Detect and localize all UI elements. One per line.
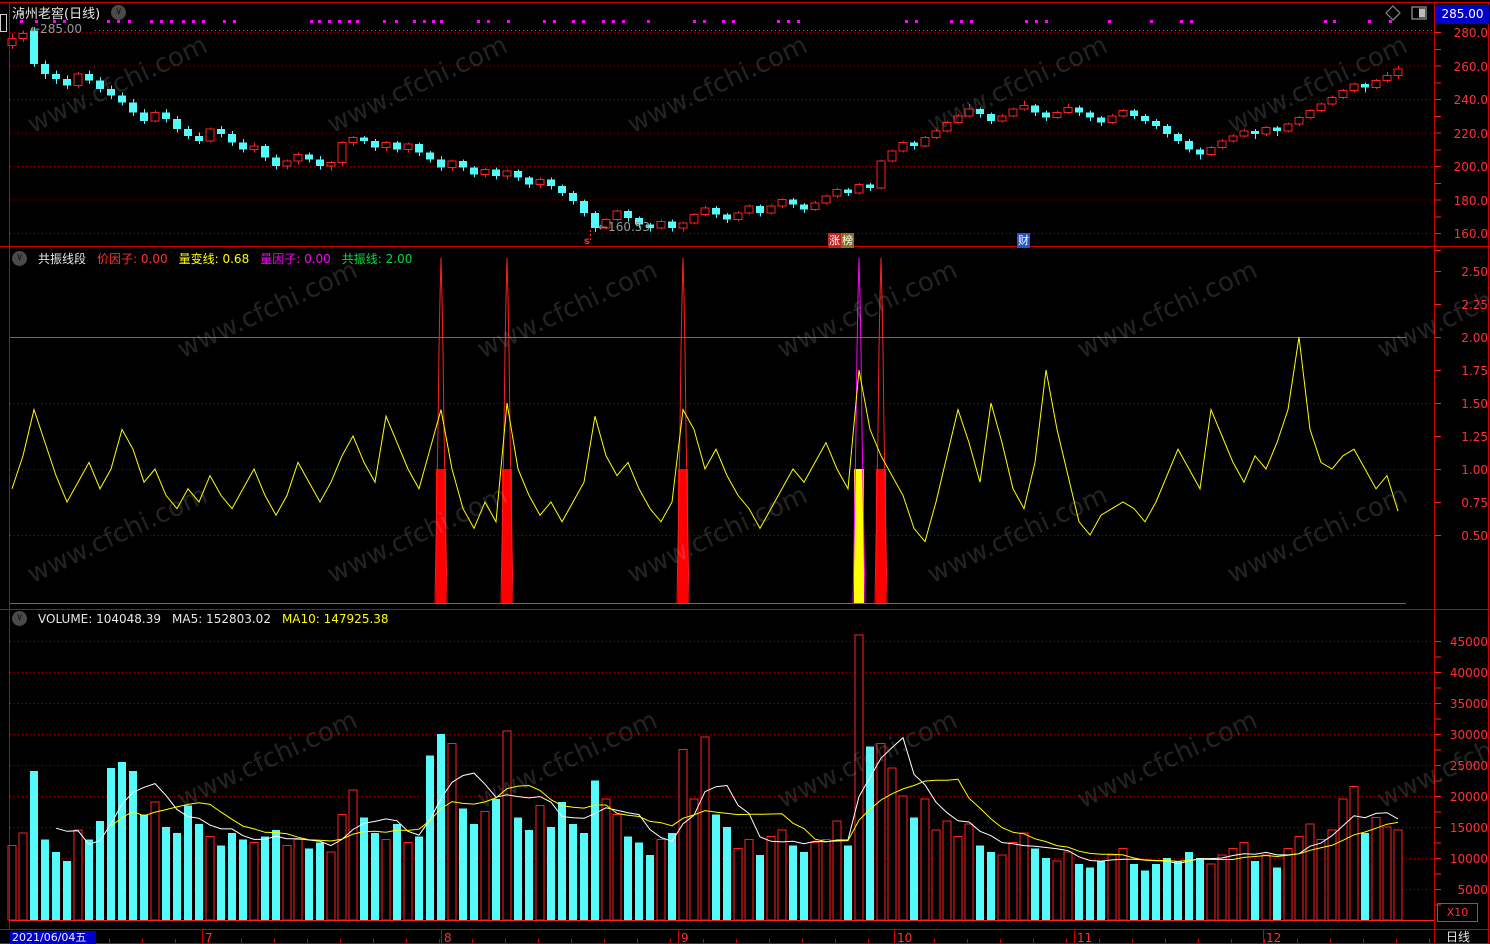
month-label: 11 xyxy=(1077,931,1093,944)
axis-tick-label: 0.50 xyxy=(1461,529,1488,543)
volume-unit-box: X10 xyxy=(1437,903,1478,922)
vol-change-label: 量变线: xyxy=(178,252,219,266)
vol-factor-label: 量因子: xyxy=(260,252,301,266)
month-label: 7 xyxy=(205,931,213,944)
badge-cai[interactable]: 财 xyxy=(1017,233,1030,248)
previous-high-label: ←285.00 xyxy=(30,22,83,36)
axis-tick-label: 2.50 xyxy=(1461,265,1488,279)
axis-tick-label: 2.25 xyxy=(1461,298,1488,312)
period-label[interactable]: 日线 xyxy=(1446,930,1471,944)
axis-tick-label: 5000 xyxy=(1457,883,1488,897)
ma10-value: MA10: 147925.38 xyxy=(281,611,389,626)
split-window-icon[interactable] xyxy=(1411,6,1427,20)
axis-tick-label: 260.0 xyxy=(1453,59,1488,74)
window-icons xyxy=(1385,5,1427,21)
sell-signal-marker: s xyxy=(584,236,590,247)
badge-bang[interactable]: 榜 xyxy=(841,233,854,248)
collapse-volume-icon[interactable]: ∨ xyxy=(12,611,27,626)
collapse-indicator-icon[interactable]: ∨ xyxy=(12,251,27,266)
volume-header: ∨ VOLUME: 104048.39 MA5: 152803.02 MA10:… xyxy=(12,611,389,626)
month-label: 12 xyxy=(1266,931,1282,944)
vol-factor-value: 0.00 xyxy=(304,252,331,266)
high-flag: 6 xyxy=(19,12,25,22)
resonance-label: 共振线: xyxy=(341,252,382,266)
axis-tick-label: 35000 xyxy=(1449,697,1488,711)
price-factor-label: 价因子: xyxy=(97,252,138,266)
title-bar: 泸州老窖(日线) ∨ xyxy=(12,3,127,22)
month-label: 8 xyxy=(444,931,452,944)
axis-tick-label: 1.25 xyxy=(1461,430,1488,444)
badge-zhang[interactable]: 涨 xyxy=(828,233,841,248)
indicator-header: ∨ 共振线段 价因子: 0.00 量变线: 0.68 量因子: 0.00 共振线… xyxy=(12,250,412,267)
axis-tick-label: 25000 xyxy=(1449,759,1488,773)
diamond-icon[interactable] xyxy=(1385,5,1401,21)
axis-tick-label: 200.0 xyxy=(1453,160,1488,174)
axis-tick-label: 1.00 xyxy=(1461,463,1488,477)
chevron-down-icon[interactable]: ∨ xyxy=(111,5,127,20)
axis-tick-label: 10000 xyxy=(1449,852,1488,866)
axis-tick-label: 1.75 xyxy=(1461,364,1488,378)
axis-tick-label: 280.0 xyxy=(1453,26,1488,40)
vol-change-value: 0.68 xyxy=(222,252,250,266)
indicator-name: 共振线段 xyxy=(38,252,87,266)
page-title: 泸州老窖(日线) xyxy=(12,7,101,22)
month-label: 9 xyxy=(681,931,689,944)
axis-tick-label: 20000 xyxy=(1449,790,1488,804)
current-price-box: 285.00 xyxy=(1436,5,1489,24)
selected-date[interactable]: 2021/06/04五 xyxy=(10,931,96,944)
volume-value: VOLUME: 104048.39 xyxy=(38,611,161,626)
low-price-label: ←160.53 xyxy=(598,220,651,234)
axis-tick-label: 15000 xyxy=(1449,821,1488,835)
axis-tick-label: 1.50 xyxy=(1461,397,1488,411)
axis-tick-label: 180.0 xyxy=(1453,193,1488,208)
ma5-value: MA5: 152803.02 xyxy=(172,611,271,626)
left-edge-widget xyxy=(0,14,7,32)
axis-tick-label: 30000 xyxy=(1449,728,1488,742)
month-label: 10 xyxy=(897,931,913,944)
axis-tick-label: 240.0 xyxy=(1453,93,1488,107)
axis-tick-label: 45000 xyxy=(1449,635,1488,649)
axis-tick-label: 2.00 xyxy=(1461,331,1488,345)
axis-tick-label: 220.0 xyxy=(1453,126,1488,141)
price-factor-value: 0.00 xyxy=(140,252,168,266)
axis-tick-label: 160.0 xyxy=(1453,227,1488,241)
axis-tick-label: 0.75 xyxy=(1461,496,1488,510)
resonance-value: 2.00 xyxy=(385,252,413,266)
axis-tick-label: 40000 xyxy=(1449,666,1488,680)
